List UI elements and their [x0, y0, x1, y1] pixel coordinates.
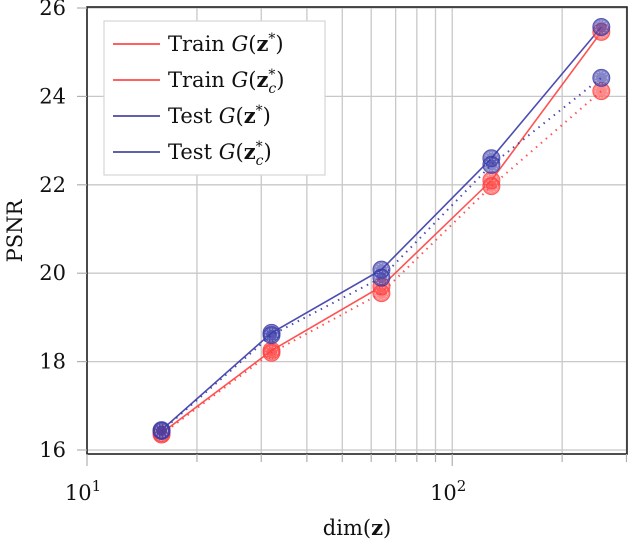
legend-label: Test G(z*) — [168, 103, 271, 128]
data-point-marker-ring — [375, 286, 388, 300]
legend-box — [103, 20, 326, 176]
y-tick-label: 20 — [39, 261, 66, 285]
data-point-marker-ring — [484, 179, 498, 193]
y-tick-label: 18 — [39, 350, 66, 374]
data-point-marker-ring — [375, 271, 388, 285]
x-axis-label: dim(z) — [323, 515, 391, 540]
y-tick-label: 26 — [39, 0, 66, 20]
data-point-marker-ring — [265, 328, 278, 342]
legend: Train G(z*) Train G(z* c) Test G(z*) Test G(… — [103, 20, 326, 176]
axis-ticks — [77, 7, 628, 466]
legend-label: Train G(z* c) — [168, 67, 284, 97]
x-tick-label: 101 — [65, 477, 101, 505]
data-point — [262, 326, 281, 345]
x-tick-labels: 101 102 — [65, 477, 466, 505]
legend-label: Train G(z*) — [168, 31, 284, 56]
plot-frame — [86, 6, 628, 455]
data-point-marker-ring — [594, 20, 608, 34]
data-point — [372, 268, 391, 287]
data-point — [592, 18, 611, 37]
y-tick-label: 24 — [39, 84, 66, 108]
data-point-marker-ring — [594, 71, 608, 85]
x-tick-label: 102 — [430, 477, 466, 505]
legend-label: Test G(z* c) — [168, 139, 272, 169]
y-axis-label: PSNR — [3, 198, 27, 262]
data-point-marker-ring — [265, 346, 278, 360]
y-tick-label: 22 — [39, 173, 66, 197]
y-tick-label: 16 — [39, 438, 66, 462]
data-point — [482, 155, 501, 174]
y-tick-labels: 16 18 20 22 24 26 — [39, 0, 66, 462]
data-point — [482, 177, 501, 196]
data-series — [152, 18, 611, 444]
data-point-marker-ring — [484, 158, 498, 172]
data-point — [152, 421, 171, 440]
data-point-marker-ring — [155, 424, 168, 438]
data-point — [592, 68, 611, 87]
series-line-1 — [160, 90, 602, 436]
data-point — [262, 343, 281, 362]
